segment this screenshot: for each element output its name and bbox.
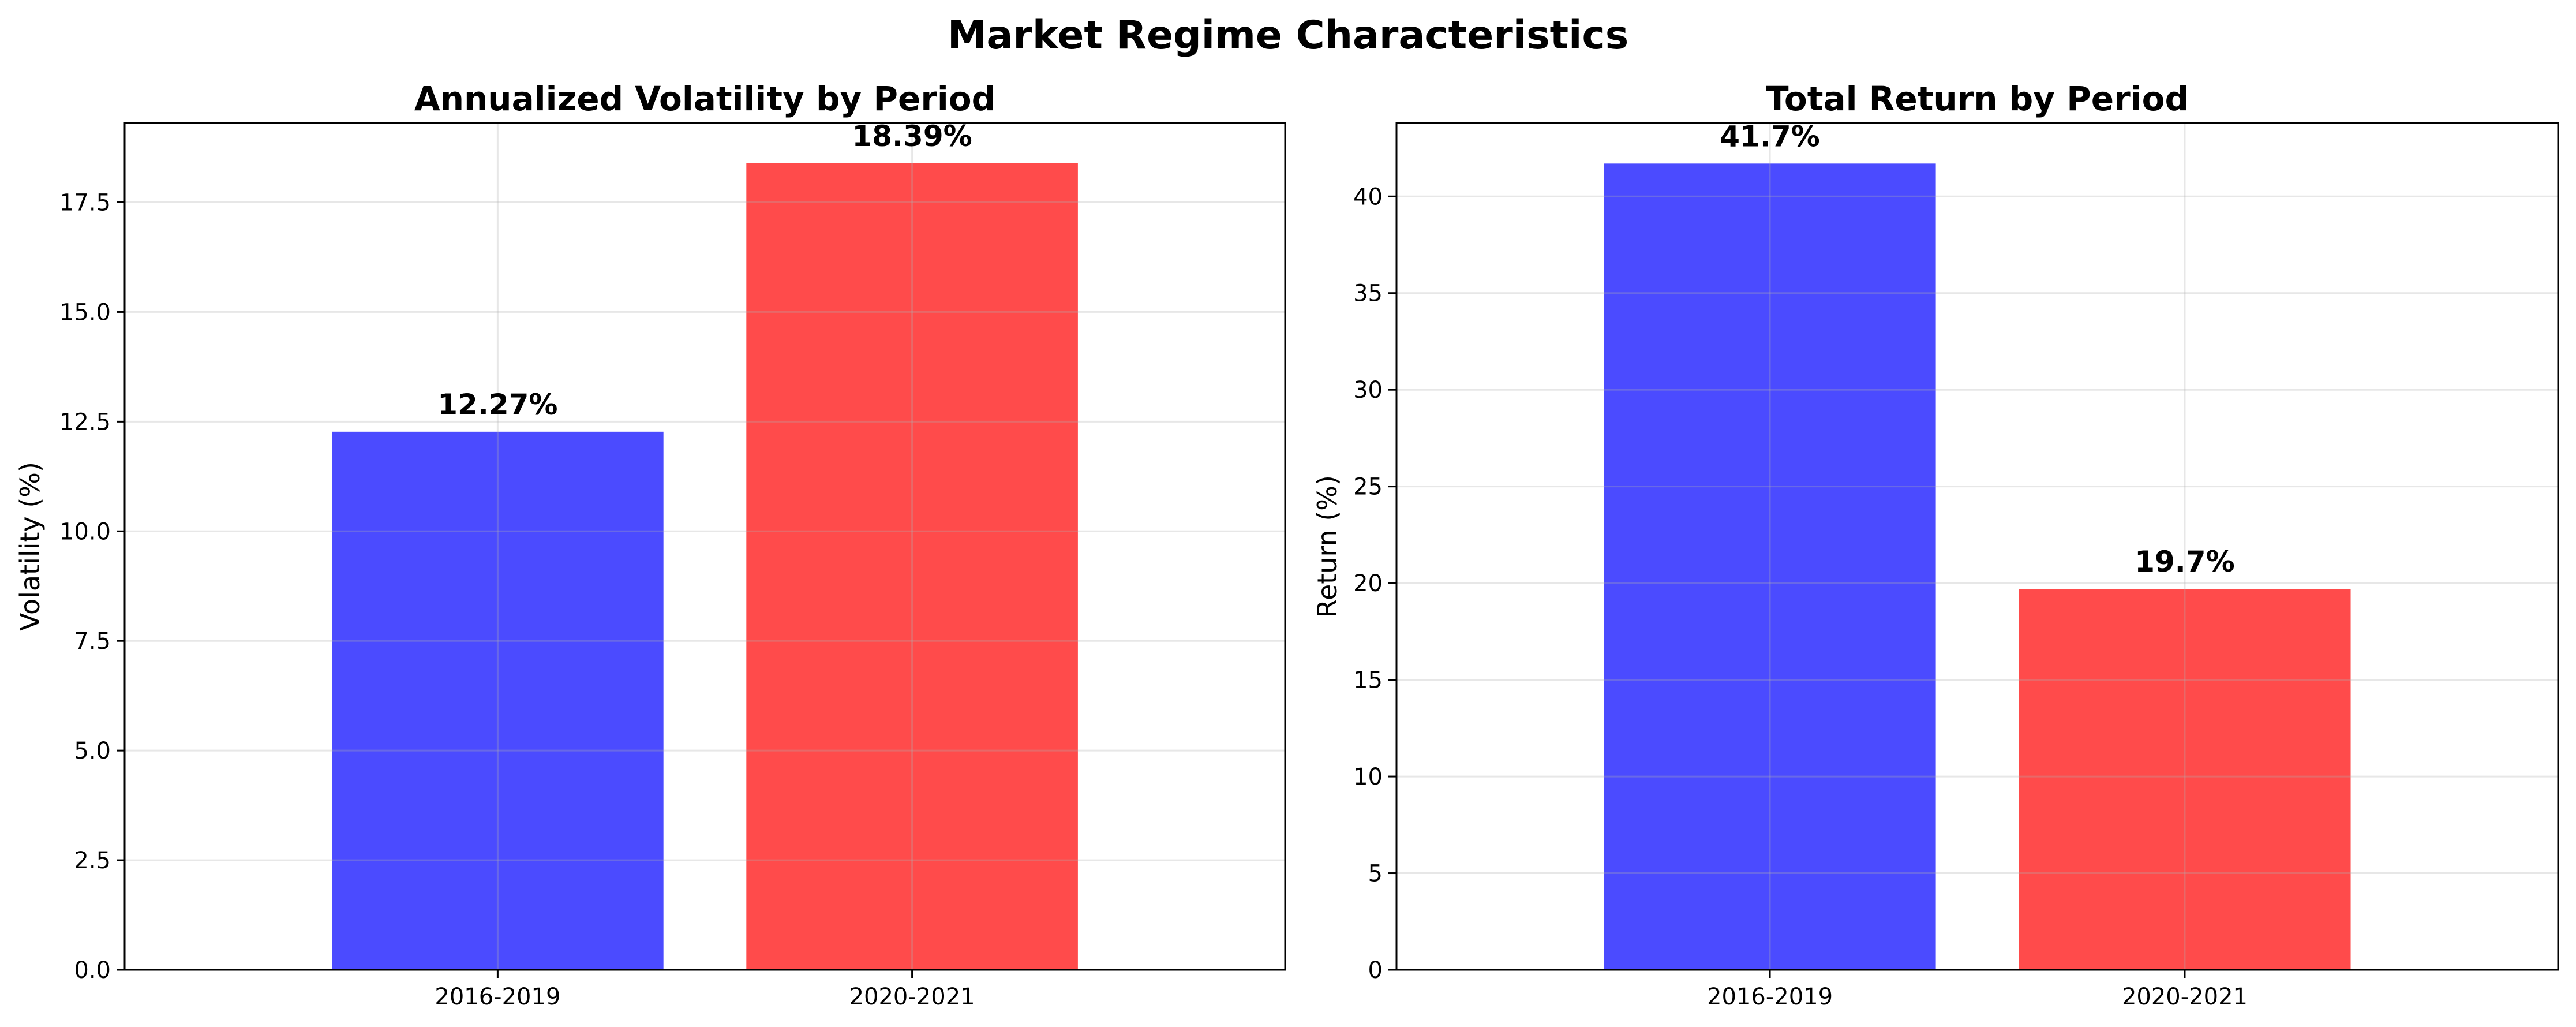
y-tick-label: 7.5	[74, 628, 111, 655]
y-tick-label: 20	[1353, 570, 1383, 597]
y-tick-label: 25	[1353, 474, 1383, 501]
y-tick-label: 15.0	[59, 299, 111, 326]
bar-value-label: 19.7%	[2135, 545, 2234, 578]
plot-frame	[1395, 122, 2559, 971]
bar-2016-2019	[332, 431, 664, 970]
y-tick-label: 10	[1353, 764, 1383, 790]
y-tick-label: 17.5	[59, 190, 111, 216]
y-axis-label: Return (%)	[1312, 475, 1343, 618]
y-tick-label: 15	[1353, 667, 1383, 694]
bar-2020-2021	[2019, 589, 2351, 970]
y-tick-label: 5.0	[74, 738, 111, 764]
bar-2020-2021	[746, 163, 1078, 970]
x-tick-label: 2020-2021	[2122, 984, 2248, 1010]
x-tick-label: 2020-2021	[849, 984, 975, 1010]
bar-2016-2019	[1604, 163, 1936, 970]
bar-value-label: 18.39%	[852, 119, 972, 153]
y-tick-label: 0	[1368, 957, 1383, 984]
x-tick-label: 2016-2019	[1707, 984, 1833, 1010]
y-tick-label: 0.0	[74, 957, 111, 984]
y-tick-label: 40	[1353, 184, 1383, 210]
figure-title: Market Regime Characteristics	[947, 13, 1629, 58]
y-tick-label: 30	[1353, 377, 1383, 404]
plot-frame	[123, 122, 1286, 971]
bar-value-label: 41.7%	[1720, 119, 1819, 153]
x-tick-label: 2016-2019	[435, 984, 560, 1010]
return-chart: 0 5 10 15 20 25 30 35 40 2016-2019 2020-2021 41.7% 1…	[1312, 79, 2559, 1010]
y-tick-label: 35	[1353, 281, 1383, 307]
y-tick-label: 2.5	[74, 847, 111, 874]
y-tick-label: 5	[1368, 861, 1383, 887]
volatility-chart: 0.0 2.5 5.0 7.5 10.0 12.5 15.0 17.5 2016-2019 202…	[14, 79, 1286, 1010]
subplot-title: Total Return by Period	[1766, 79, 2189, 118]
y-tick-label: 10.0	[59, 518, 111, 545]
subplot-title: Annualized Volatility by Period	[414, 79, 995, 118]
y-axis-label: Volatility (%)	[14, 462, 46, 631]
bar-value-label: 12.27%	[437, 388, 557, 421]
y-tick-label: 12.5	[59, 409, 111, 435]
